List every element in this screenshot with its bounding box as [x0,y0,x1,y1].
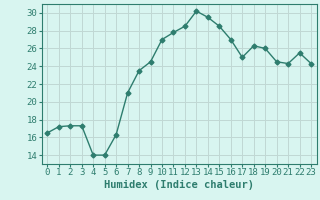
X-axis label: Humidex (Indice chaleur): Humidex (Indice chaleur) [104,180,254,190]
